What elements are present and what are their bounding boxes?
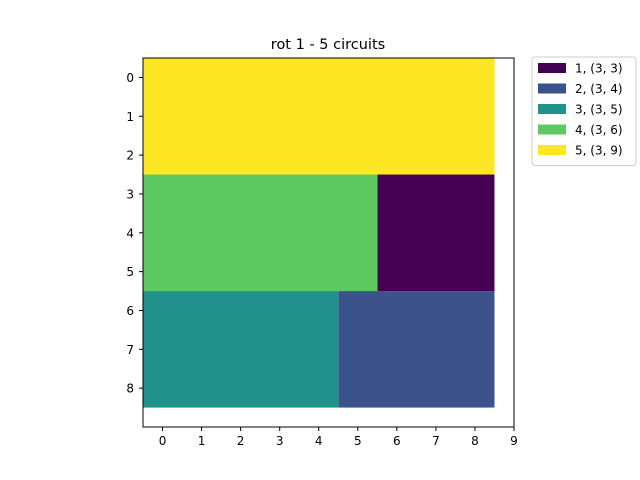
x-tick-label: 6 [393,434,401,448]
y-tick-label: 1 [126,110,134,124]
x-tick-label: 3 [276,434,284,448]
x-tick-label: 1 [198,434,206,448]
y-tick-label: 3 [126,187,134,201]
y-tick-label: 8 [126,382,134,396]
legend-swatch [538,83,566,94]
y-tick-label: 2 [126,149,134,163]
chart-title: rot 1 - 5 circuits [271,37,385,53]
legend-swatch [538,145,566,155]
x-tick-label: 0 [159,434,167,448]
y-tick-label: 4 [126,226,134,240]
y-axis-ticks: 0 1 2 3 4 5 6 7 8 [126,71,143,396]
circuit-blocks [143,58,495,408]
legend-swatch [538,63,566,73]
y-tick-label: 7 [126,343,134,357]
legend-label: 3, (3, 5) [575,103,623,117]
legend-label: 2, (3, 4) [575,82,623,96]
circuit-block-3 [143,291,339,408]
x-tick-label: 2 [237,434,245,448]
legend-label: 5, (3, 9) [575,144,623,158]
y-tick-label: 6 [126,304,134,318]
x-tick-label: 8 [471,434,479,448]
legend-swatch [538,104,566,114]
x-axis-ticks: 0 1 2 3 4 5 6 7 8 9 [159,427,518,448]
axes-frame [142,57,515,428]
legend: 1, (3, 3) 2, (3, 4) 3, (3, 5) 4, (3, 6) 5, (… [531,56,637,166]
circuit-block-2 [338,291,495,408]
x-tick-label: 7 [432,434,440,448]
x-tick-label: 5 [354,434,362,448]
legend-label: 4, (3, 6) [575,123,623,137]
circuit-block-1 [377,174,495,292]
y-tick-label: 0 [126,71,134,85]
y-tick-label: 5 [126,265,134,279]
legend-swatch [538,124,566,135]
x-tick-label: 9 [510,434,518,448]
legend-label: 1, (3, 3) [575,62,623,76]
x-tick-label: 4 [315,434,323,448]
circuit-block-4 [143,174,378,292]
circuit-block-5 [143,58,495,175]
